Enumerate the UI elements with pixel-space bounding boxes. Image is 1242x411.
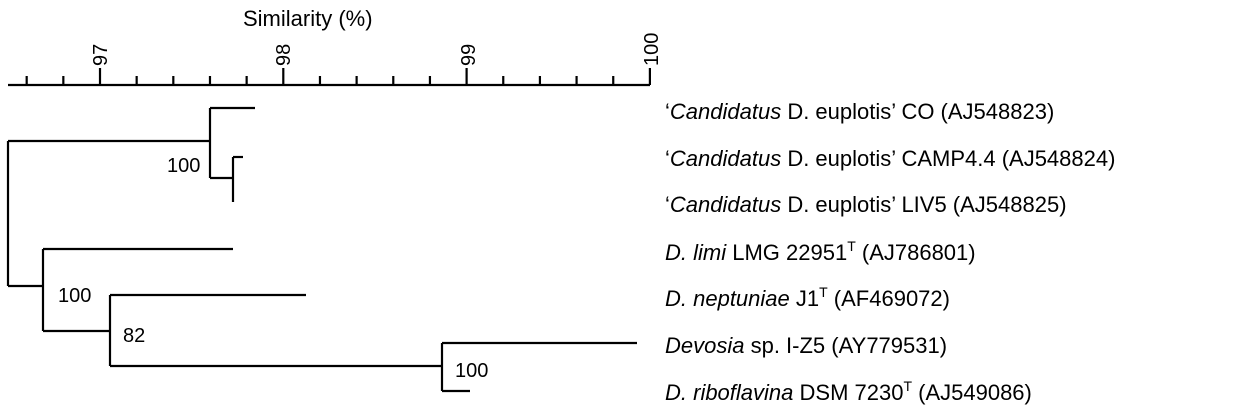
tick-label-100: 100 <box>641 33 663 66</box>
leaf-label: ‘Candidatus D. euplotis’ LIV5 (AJ548825) <box>665 192 1067 217</box>
tick-label-98: 98 <box>273 44 295 66</box>
axis-title: Similarity (%) <box>243 6 373 31</box>
leaf-label: Devosia sp. I-Z5 (AY779531) <box>665 333 947 358</box>
leaf-label: D. limi LMG 22951T (AJ786801) <box>665 238 976 265</box>
tick-label-99: 99 <box>458 44 480 66</box>
bootstrap-candidatus: 100 <box>167 155 200 177</box>
bootstrap-devosia-inner: 100 <box>455 360 488 382</box>
bootstrap-values: 100 100 82 100 <box>58 155 488 382</box>
bootstrap-devosia-sub: 82 <box>123 325 145 347</box>
leaf-labels: ‘Candidatus D. euplotis’ CO (AJ548823) ‘… <box>665 99 1115 405</box>
leaf-label: ‘Candidatus D. euplotis’ CAMP4.4 (AJ5488… <box>665 146 1115 171</box>
bootstrap-devosia: 100 <box>58 285 91 307</box>
leaf-label: D. neptuniae J1T (AF469072) <box>665 284 950 311</box>
tick-label-97: 97 <box>90 44 112 66</box>
similarity-axis: 97 98 99 100 <box>8 33 663 87</box>
tree-branches <box>6 106 637 393</box>
leaf-label: ‘Candidatus D. euplotis’ CO (AJ548823) <box>665 99 1054 124</box>
leaf-label: D. riboflavina DSM 7230T (AJ549086) <box>665 378 1032 405</box>
